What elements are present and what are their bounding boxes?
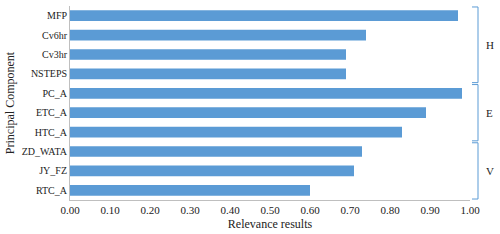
svg-text:H: H xyxy=(486,39,494,51)
svg-text:MFP: MFP xyxy=(47,10,67,21)
svg-text:E: E xyxy=(486,107,493,119)
svg-text:Principal Component: Principal Component xyxy=(3,51,17,154)
svg-text:V: V xyxy=(486,165,494,177)
svg-text:ZD_WATA: ZD_WATA xyxy=(22,146,68,157)
svg-text:HTC_A: HTC_A xyxy=(35,127,68,138)
svg-text:0.90: 0.90 xyxy=(420,204,440,216)
svg-text:0.60: 0.60 xyxy=(300,204,320,216)
svg-text:RTC_A: RTC_A xyxy=(36,185,68,196)
svg-text:1.00: 1.00 xyxy=(460,204,480,216)
svg-text:Cv6hr: Cv6hr xyxy=(42,30,68,41)
svg-text:PC_A: PC_A xyxy=(43,88,68,99)
svg-text:0.00: 0.00 xyxy=(60,204,80,216)
svg-text:0.80: 0.80 xyxy=(380,204,400,216)
svg-text:0.40: 0.40 xyxy=(220,204,240,216)
svg-text:Cv3hr: Cv3hr xyxy=(42,49,68,60)
svg-text:ETC_A: ETC_A xyxy=(36,107,68,118)
svg-text:0.10: 0.10 xyxy=(100,204,120,216)
svg-text:0.50: 0.50 xyxy=(260,204,280,216)
svg-text:0.70: 0.70 xyxy=(340,204,360,216)
svg-text:NSTEPS: NSTEPS xyxy=(31,68,67,79)
svg-text:Relevance results: Relevance results xyxy=(228,217,313,231)
svg-text:JY_FZ: JY_FZ xyxy=(39,165,67,176)
svg-text:0.30: 0.30 xyxy=(180,204,200,216)
svg-text:0.20: 0.20 xyxy=(140,204,160,216)
